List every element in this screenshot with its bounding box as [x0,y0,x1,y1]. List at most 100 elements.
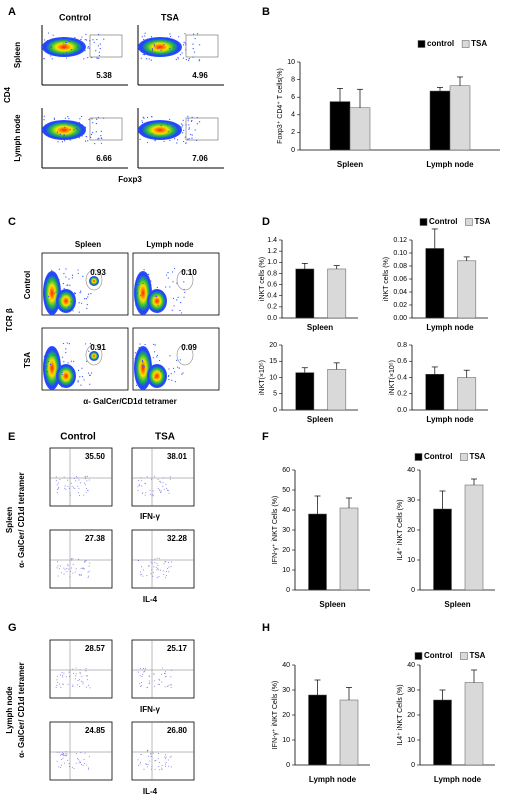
event-dot [68,676,70,678]
event-dot [75,675,77,677]
event-dot [146,58,148,60]
event-dot [63,273,65,275]
row-label: Spleen [5,507,14,533]
event-dot [140,480,142,482]
event-dot [164,758,166,760]
event-dot [80,761,82,763]
event-dot [170,755,172,757]
legend-swatch [419,218,428,226]
event-dot [60,572,62,574]
event-dot [135,368,138,370]
event-dot [96,57,98,60]
event-dot [81,36,83,38]
event-dot [71,558,73,560]
x-category-label: Lymph node [309,775,357,784]
event-dot [191,119,193,122]
event-dot [63,53,65,55]
legend-swatch [465,218,473,226]
y-tick-label: 20 [282,547,290,554]
event-dot [153,680,155,682]
event-dot [67,563,69,565]
event-dot [86,686,88,688]
event-dot [169,684,171,686]
event-dot [45,367,47,369]
event-dot [140,686,142,688]
event-dot [85,343,87,345]
event-dot [152,49,154,51]
event-dot [139,278,142,280]
event-dot [169,478,171,480]
plot-frame [49,721,113,781]
event-dot [87,56,89,59]
event-dot [78,302,80,304]
event-dot [84,752,86,754]
event-dot [83,58,85,60]
event-dot [100,130,102,132]
event-dot [144,35,146,37]
event-dot [66,571,68,573]
event-dot [55,353,57,355]
gate-value: 26.80 [167,726,188,735]
event-dot [157,304,159,307]
event-dot [83,494,85,496]
event-dot [164,756,166,758]
event-dot [89,383,91,385]
x-category-label: Lymph node [426,160,474,169]
panel-letter: G [8,622,17,634]
event-dot [148,565,150,567]
event-dot [164,765,166,767]
event-dot [58,486,60,488]
event-dot [53,292,55,294]
event-dot [192,48,194,50]
event-dot [89,562,91,564]
event-dot [86,480,88,482]
event-dot [137,485,139,487]
event-dot [170,766,172,768]
column-header: TSA [155,432,175,443]
event-dot [90,136,92,138]
event-dot [69,40,71,42]
y-tick-label: 40 [282,507,290,514]
event-dot [172,367,175,369]
gate-value: 25.17 [167,644,188,653]
event-dot [199,121,201,123]
event-dot [150,36,153,38]
event-dot [157,488,159,490]
event-dot [79,669,81,671]
event-dot [183,281,185,283]
event-dot [161,681,163,683]
event-dot [151,562,153,564]
event-dot [182,57,185,59]
event-dot [198,59,201,61]
y-axis-label: IL4⁺ iNKT Cells (%) [397,684,404,745]
event-dot [151,569,153,571]
event-dot [168,765,170,767]
y-tick-label: 60 [282,467,290,474]
x-category-label: Spleen [319,600,345,609]
event-dot [150,280,152,282]
event-dot [83,379,85,381]
event-dot [151,768,153,770]
event-dot [81,135,83,137]
event-dot [168,121,170,123]
event-dot [70,49,73,51]
y-tick-label: 20 [269,342,277,349]
y-tick-label: 0 [286,762,290,769]
event-dot [140,477,142,479]
y-tick-label: 30 [407,497,415,504]
event-dot [88,118,90,121]
event-dot [147,755,149,757]
event-dot [153,43,155,45]
event-dot [138,346,140,349]
event-dot [86,304,88,306]
event-dot [156,286,158,289]
event-dot [56,492,58,494]
event-dot [100,142,103,144]
event-dot [74,678,76,680]
event-dot [83,758,85,760]
event-dot [185,142,187,144]
event-dot [43,115,45,117]
event-dot [173,51,175,53]
event-dot [61,671,63,673]
event-dot [142,307,144,309]
